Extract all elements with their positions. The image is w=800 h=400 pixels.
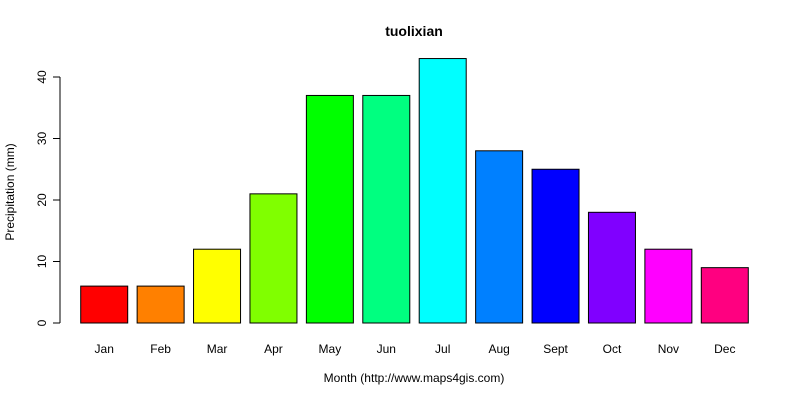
- y-axis: 0 10 20 30 40: [35, 70, 61, 326]
- x-tick-label: Dec: [714, 342, 735, 356]
- bar-aug: [475, 150, 524, 324]
- bar-apr: [249, 193, 298, 324]
- x-tick-label: Nov: [658, 342, 679, 356]
- y-tick-label: 10: [35, 255, 49, 269]
- x-tick-label: Sept: [543, 342, 568, 356]
- chart-title: tuolixian: [385, 23, 443, 39]
- x-tick-label: Mar: [207, 342, 228, 356]
- x-tick-labels: Jan Feb Mar Apr May Jun Jul Aug Sept Oct Nov Dec: [95, 342, 736, 356]
- x-tick-label: Jul: [435, 342, 450, 356]
- x-tick-label: Jan: [95, 342, 114, 356]
- bar-sept: [531, 168, 580, 324]
- y-axis-label: Precipitation (mm): [3, 143, 17, 240]
- x-tick-label: May: [319, 342, 342, 356]
- x-tick-label: Jun: [377, 342, 396, 356]
- y-tick-label: 20: [35, 193, 49, 207]
- x-tick-label: Apr: [264, 342, 283, 356]
- bar-group: [80, 58, 749, 324]
- bar-jun: [362, 94, 411, 324]
- y-tick-label: 30: [35, 132, 49, 146]
- bar-oct: [587, 211, 636, 324]
- x-tick-label: Oct: [603, 342, 622, 356]
- bar-feb: [136, 285, 185, 324]
- bar-mar: [193, 248, 242, 324]
- bar-jul: [418, 58, 467, 324]
- y-tick-label: 40: [35, 70, 49, 84]
- bar-dec: [700, 267, 749, 324]
- y-tick-label: 0: [35, 319, 49, 326]
- x-tick-label: Feb: [150, 342, 171, 356]
- bar-may: [305, 94, 354, 324]
- bar-nov: [644, 248, 693, 324]
- x-axis-label: Month (http://www.maps4gis.com): [324, 371, 505, 385]
- bar-jan: [80, 285, 129, 324]
- x-tick-label: Aug: [488, 342, 509, 356]
